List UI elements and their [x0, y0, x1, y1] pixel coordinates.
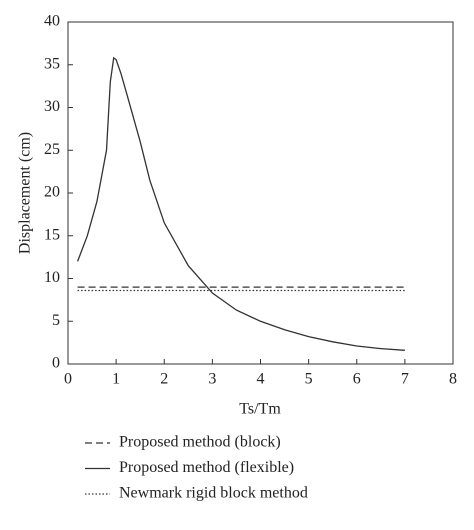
y-tick-label: 40: [44, 13, 60, 30]
series-line: [76, 56, 405, 351]
y-tick-label: 15: [44, 226, 60, 243]
y-tick-label: 35: [44, 55, 60, 72]
x-tick-label: 5: [305, 371, 313, 388]
x-tick-label: 1: [112, 371, 120, 388]
y-tick-label: 25: [44, 141, 60, 158]
plot-frame: [67, 21, 454, 365]
x-tick-label: 8: [449, 371, 457, 388]
x-tick-label: 6: [353, 371, 361, 388]
legend-label: Newmark rigid block method: [119, 485, 308, 502]
legend-label: Proposed method (flexible): [119, 459, 294, 476]
y-tick-label: 5: [52, 312, 60, 329]
x-tick-label: 4: [257, 371, 265, 388]
x-tick-label: 2: [160, 371, 168, 388]
x-tick-label: 0: [64, 371, 72, 388]
y-axis-label: Displacement (cm): [17, 132, 34, 254]
y-tick-label: 10: [44, 269, 60, 286]
legend-label: Proposed method (block): [119, 434, 281, 451]
y-tick-label: 30: [44, 98, 60, 115]
y-tick-label: 20: [44, 184, 60, 201]
x-tick-label: 3: [208, 371, 216, 388]
x-axis-label: Ts/Tm: [239, 401, 281, 418]
y-tick-label: 0: [52, 355, 60, 372]
x-tick-label: 7: [401, 371, 409, 388]
